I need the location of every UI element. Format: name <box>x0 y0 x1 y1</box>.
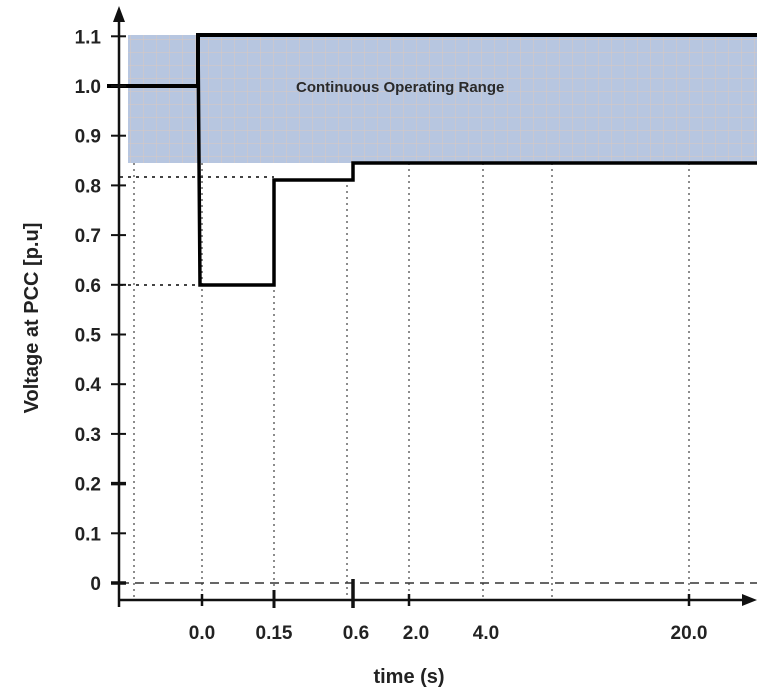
x-axis-arrow <box>742 594 757 606</box>
x-tick-label: 0.15 <box>256 623 293 644</box>
x-axis-title: time (s) <box>373 666 444 688</box>
y-tick-label: 0.5 <box>75 326 102 347</box>
x-gridlines <box>133 163 690 600</box>
x-tick-label: 0.6 <box>343 623 369 644</box>
y-tick-label: 1.1 <box>75 27 102 48</box>
continuous-operating-region <box>128 35 757 163</box>
y-axis <box>113 6 125 607</box>
x-tick-label: 20.0 <box>671 623 708 644</box>
y-tick-label: 1.0 <box>75 77 101 98</box>
y-tick-label: 0.6 <box>75 276 101 297</box>
y-ticks: 0 0.1 0.2 0.3 0.4 0.5 0.6 0.7 0.8 0.9 1.0 1.1 <box>75 27 126 595</box>
y-tick-label: 0.9 <box>75 127 101 148</box>
x-ticks: 0.0 0.15 0.6 2.0 4.0 20.0 <box>189 579 708 644</box>
x-tick-label: 2.0 <box>403 623 429 644</box>
y-tick-label: 0.1 <box>75 524 102 545</box>
y-tick-label: 0.3 <box>75 425 101 446</box>
y-tick-label: 0.7 <box>75 226 101 247</box>
x-tick-label: 0.0 <box>189 623 215 644</box>
x-tick-label: 4.0 <box>473 623 499 644</box>
y-axis-title: Voltage at PCC [p.u] <box>21 223 43 414</box>
y-tick-label: 0.8 <box>75 176 101 197</box>
y-tick-label: 0.4 <box>75 375 102 396</box>
y-tick-label: 0 <box>90 574 101 595</box>
y-tick-label: 0.2 <box>75 475 101 496</box>
x-axis <box>119 594 757 606</box>
lower-envelope-line <box>196 34 757 287</box>
region-label: Continuous Operating Range <box>296 79 504 96</box>
y-axis-arrow <box>113 6 125 22</box>
